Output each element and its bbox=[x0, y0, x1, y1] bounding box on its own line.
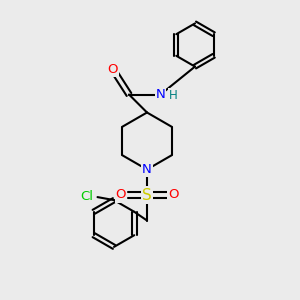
Text: Cl: Cl bbox=[80, 190, 94, 203]
Text: N: N bbox=[156, 88, 165, 101]
Text: S: S bbox=[142, 188, 152, 202]
Text: O: O bbox=[168, 188, 178, 202]
Text: O: O bbox=[116, 188, 126, 202]
Text: O: O bbox=[107, 63, 118, 76]
Text: N: N bbox=[142, 163, 152, 176]
Text: H: H bbox=[169, 89, 178, 102]
